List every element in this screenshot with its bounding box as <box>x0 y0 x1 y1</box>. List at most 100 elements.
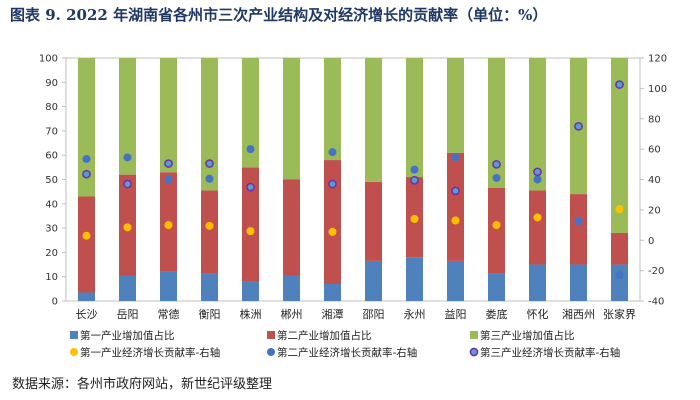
point-series3-张家界 <box>615 80 624 89</box>
point-series3-湘西州 <box>574 121 583 131</box>
point-series1-娄底 <box>492 221 501 230</box>
legend-label: 第二产业增加值占比 <box>277 329 372 342</box>
legend: 第一产业增加值占比 第二产业增加值占比 第三产业增加值占比第一产业经济增长贡献率-右… <box>70 329 620 359</box>
point-series <box>82 80 624 280</box>
point-series1-岳阳 <box>123 223 132 232</box>
bar-series2-郴州 <box>283 179 300 276</box>
point-series1-张家界 <box>615 205 624 214</box>
point-series3-岳阳 <box>123 179 132 189</box>
category-label: 郴州 <box>281 307 303 321</box>
point-series2-常德 <box>164 175 173 184</box>
right-tick-label: 60 <box>648 145 661 156</box>
bar-series2-张家界 <box>611 232 628 265</box>
point-series3-株洲 <box>246 182 255 192</box>
category-label: 张家界 <box>603 307 636 321</box>
legend-label: 第一产业增加值占比 <box>80 329 175 342</box>
left-tick-label: 80 <box>45 102 58 113</box>
bar-series1-岳阳 <box>119 275 136 301</box>
right-tick-label: 80 <box>648 114 661 125</box>
bar-series3-株洲 <box>242 58 259 168</box>
bar-series1-娄底 <box>488 273 505 301</box>
point-series2-益阳 <box>451 153 460 162</box>
bar-series1-常德 <box>160 271 177 301</box>
bar-series3-张家界 <box>611 58 628 233</box>
left-tick-label: 10 <box>45 272 58 283</box>
bar-series1-株洲 <box>242 281 259 301</box>
bar-series2-邵阳 <box>365 181 382 261</box>
point-series3-湘潭 <box>328 179 337 189</box>
bar-series2-湘西州 <box>570 194 587 265</box>
bar-series1-永州 <box>406 257 423 301</box>
point-series2-张家界 <box>615 271 624 280</box>
point-series1-永州 <box>410 214 419 223</box>
left-tick-label: 0 <box>52 297 58 308</box>
left-tick-label: 40 <box>45 199 58 210</box>
bar-series3-娄底 <box>488 58 505 189</box>
legend-swatch <box>267 331 275 339</box>
point-series3-益阳 <box>451 186 460 196</box>
left-tick-label: 30 <box>45 224 58 235</box>
category-label: 益阳 <box>445 307 467 321</box>
right-tick-label: 40 <box>648 175 661 186</box>
point-series2-怀化 <box>533 175 542 184</box>
point-series2-衡阳 <box>205 174 214 183</box>
legend-label: 第三产业增加值占比 <box>480 329 575 342</box>
left-tick-label: 100 <box>39 54 58 65</box>
left-tick-label: 90 <box>45 78 58 89</box>
point-series1-常德 <box>164 221 173 230</box>
category-label: 湘潭 <box>322 307 344 321</box>
legend-label: 第二产业经济增长贡献率-右轴 <box>277 346 417 359</box>
point-series2-湘西州 <box>574 217 583 226</box>
chart-title: 图表 9. 2022 年湖南省各州市三次产业结构及对经济增长的贡献率（单位：%） <box>10 6 548 24</box>
category-label: 岳阳 <box>117 308 139 321</box>
right-tick-label: -20 <box>648 266 664 277</box>
right-axis: -40 -20 0 20 40 60 80 100 120 <box>640 54 667 308</box>
legend-swatch <box>469 347 479 357</box>
bar-series1-张家界 <box>611 264 628 301</box>
point-series2-湘潭 <box>328 148 337 157</box>
point-series3-常德 <box>164 159 173 168</box>
bar-series3-郴州 <box>283 58 300 180</box>
bar-series2-株洲 <box>242 167 259 282</box>
bar-series <box>78 58 628 301</box>
point-series3-怀化 <box>533 167 542 177</box>
legend-label: 第一产业经济增长贡献率-右轴 <box>80 346 220 359</box>
bar-series2-益阳 <box>447 152 464 261</box>
left-tick-label: 60 <box>45 151 58 162</box>
bar-series2-衡阳 <box>201 190 218 274</box>
category-label: 湘西州 <box>562 307 595 321</box>
right-tick-label: -40 <box>648 297 664 308</box>
point-series3-长沙 <box>82 169 91 179</box>
category-label: 衡阳 <box>199 308 221 321</box>
bar-series1-湘潭 <box>324 283 341 301</box>
bar-series3-长沙 <box>78 58 95 197</box>
point-series2-长沙 <box>82 154 91 163</box>
source-note: 数据来源：各州市政府网站，新世纪评级整理 <box>12 377 273 392</box>
legend-label: 第三产业经济增长贡献率-右轴 <box>480 346 620 359</box>
bar-series1-邵阳 <box>365 260 382 301</box>
point-series3-娄底 <box>492 159 501 169</box>
category-label: 邵阳 <box>363 308 385 321</box>
point-series3-永州 <box>410 175 419 185</box>
left-tick-label: 70 <box>45 126 58 137</box>
bar-series1-郴州 <box>283 275 300 301</box>
legend-swatch <box>70 331 78 339</box>
point-series1-长沙 <box>82 231 91 240</box>
bar-series3-怀化 <box>529 58 546 191</box>
point-series3-衡阳 <box>205 159 214 168</box>
point-series2-永州 <box>410 165 419 174</box>
right-tick-label: 100 <box>648 84 667 95</box>
point-series2-岳阳 <box>123 153 132 162</box>
category-label: 永州 <box>404 307 426 321</box>
category-label: 株洲 <box>240 307 262 321</box>
legend-swatch <box>470 331 478 339</box>
point-series2-株洲 <box>246 145 255 154</box>
bar-series1-益阳 <box>447 260 464 301</box>
bar-series2-怀化 <box>529 190 546 265</box>
point-series1-怀化 <box>533 213 542 222</box>
bar-series2-长沙 <box>78 196 95 293</box>
plot-frame <box>65 57 641 302</box>
legend-swatch <box>70 348 78 356</box>
legend-swatch <box>267 348 275 356</box>
bar-series3-岳阳 <box>119 58 136 175</box>
